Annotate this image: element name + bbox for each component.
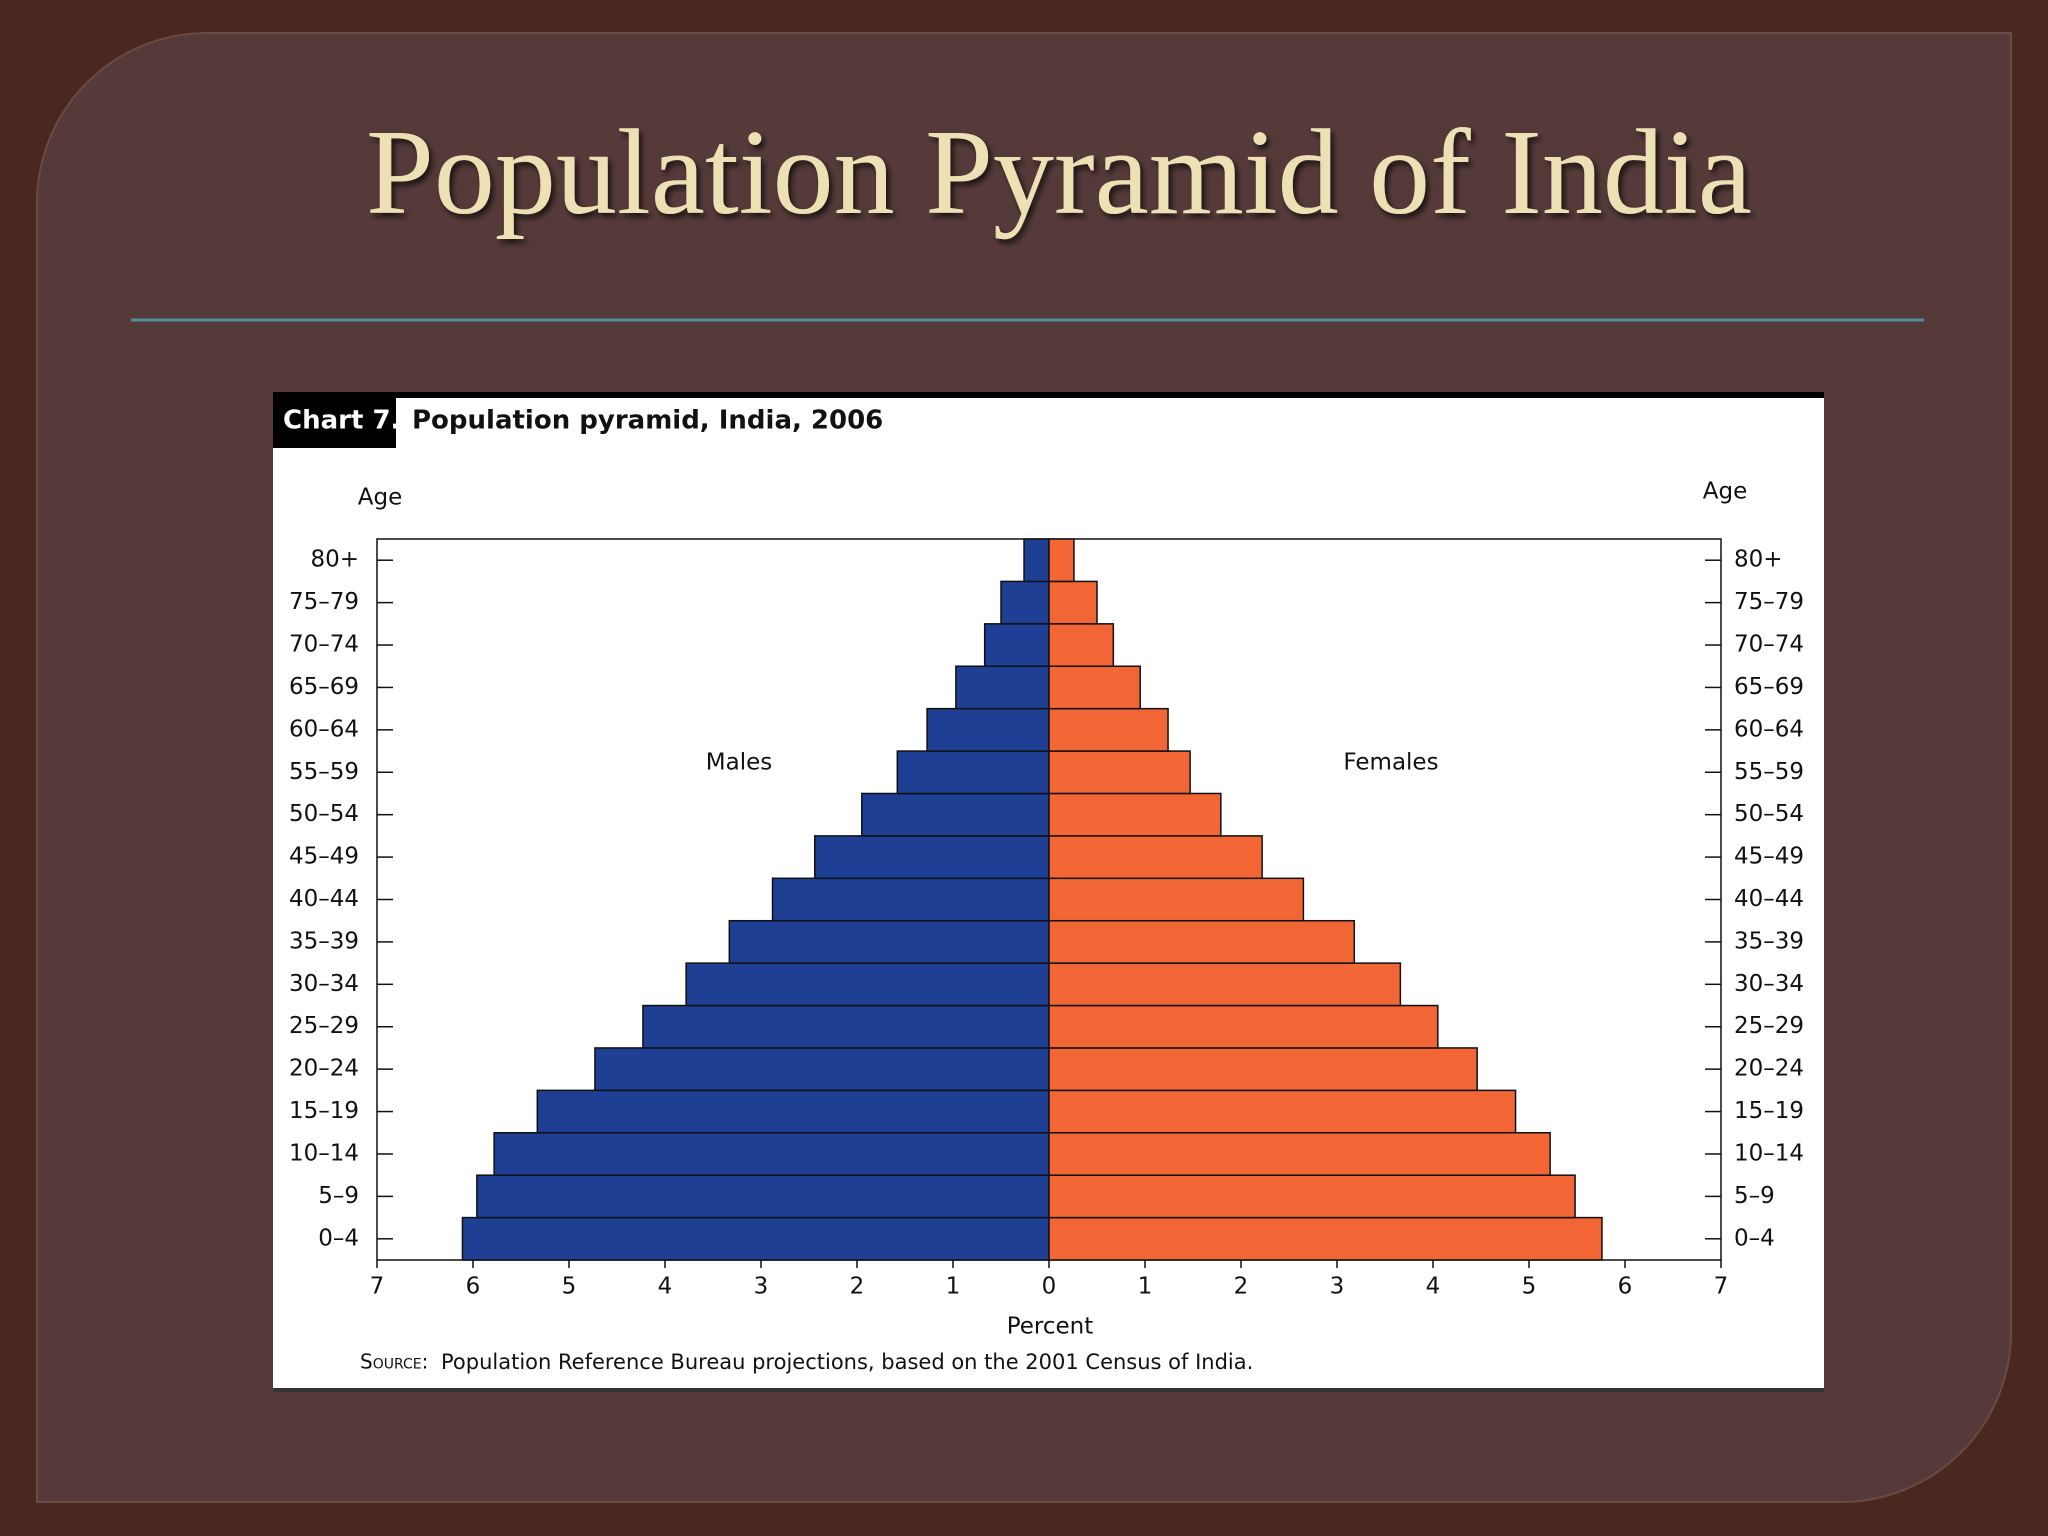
y-tick-label: 10–14 [1734, 1140, 1804, 1166]
y-tick-label: 30–34 [289, 971, 359, 997]
x-tick-label: 4 [658, 1274, 673, 1300]
x-tick-label: 1 [1138, 1274, 1153, 1300]
female-bar [1048, 962, 1402, 1007]
male-bar [476, 1174, 1050, 1219]
y-tick-label: 45–49 [1734, 844, 1804, 870]
y-tick-label: 0–4 [1734, 1225, 1775, 1251]
chart-title: Population pyramid, India, 2006 [412, 406, 883, 436]
female-bar [1048, 665, 1141, 710]
y-tick-label: 25–29 [1734, 1013, 1804, 1039]
male-bar [896, 750, 1050, 795]
series-label: Males [706, 750, 772, 776]
x-tick-label: 2 [850, 1274, 865, 1300]
female-bar [1048, 1174, 1576, 1219]
female-bar [1048, 580, 1098, 625]
y-tick-label: 35–39 [289, 928, 359, 954]
y-tick-label: 80+ [310, 547, 359, 573]
female-bar [1048, 538, 1075, 583]
male-bar [1000, 580, 1050, 625]
y-tick-label: 70–74 [289, 632, 359, 658]
y-tick-label: 70–74 [1734, 632, 1804, 658]
x-tick-label: 5 [1522, 1274, 1537, 1300]
female-bar [1048, 792, 1222, 837]
y-tick-label: 15–19 [1734, 1098, 1804, 1124]
female-bar [1048, 877, 1305, 922]
y-tick-label: 65–69 [1734, 674, 1804, 700]
x-tick-label: 2 [1234, 1274, 1249, 1300]
male-bar [983, 623, 1050, 667]
male-bar [685, 962, 1050, 1007]
y-tick-label: 75–79 [1734, 589, 1804, 615]
y-tick-label: 60–64 [1734, 716, 1804, 742]
male-bar [771, 877, 1050, 922]
x-tick-label: 6 [1618, 1274, 1633, 1300]
chart-label-box [273, 392, 396, 448]
male-bar [594, 1047, 1050, 1092]
female-bar [1048, 707, 1169, 752]
y-tick-label: 55–59 [289, 759, 359, 785]
y-tick-label: 50–54 [1734, 801, 1804, 827]
x-tick-label: 4 [1426, 1274, 1441, 1300]
y-tick-label: 5–9 [1734, 1183, 1775, 1209]
female-bar [1048, 1004, 1439, 1049]
male-bar [642, 1004, 1050, 1049]
y-tick-label: 65–69 [289, 674, 359, 700]
y-tick-label: 45–49 [289, 844, 359, 870]
x-tick-label: 3 [754, 1274, 769, 1300]
female-bar [1048, 919, 1356, 964]
y-tick-label: 5–9 [318, 1183, 359, 1209]
male-bar [536, 1089, 1050, 1134]
y-tick-label: 40–44 [1734, 886, 1804, 912]
x-tick-label: 3 [1330, 1274, 1345, 1300]
y-tick-label: 15–19 [289, 1098, 359, 1124]
female-bar [1048, 1089, 1517, 1134]
x-tick-label: 7 [370, 1274, 385, 1300]
x-tick-label: 7 [1714, 1274, 1729, 1300]
y-tick-label: 60–64 [289, 716, 359, 742]
x-tick-label: 1 [946, 1274, 961, 1300]
x-tick-label: 0 [1042, 1274, 1057, 1300]
female-bar [1048, 623, 1115, 667]
right-axis-label: Age [1703, 479, 1747, 505]
y-tick-label: 20–24 [1734, 1056, 1804, 1082]
female-bar [1048, 750, 1191, 795]
x-tick-label: 5 [562, 1274, 577, 1300]
y-tick-label: 40–44 [289, 886, 359, 912]
y-tick-label: 25–29 [289, 1013, 359, 1039]
male-bar [861, 792, 1050, 837]
chart-label: Chart 7. [283, 406, 400, 436]
x-tick-label: 6 [466, 1274, 481, 1300]
female-bar [1048, 1047, 1478, 1092]
female-bar [1048, 1132, 1551, 1176]
slide-title: Population Pyramid of India [366, 105, 1752, 240]
source-text: Population Reference Bureau projections,… [441, 1350, 1253, 1374]
y-tick-label: 30–34 [1734, 971, 1804, 997]
male-bar [493, 1132, 1050, 1176]
male-bar [461, 1216, 1050, 1261]
source-label: Source: [360, 1350, 428, 1374]
y-tick-label: 0–4 [318, 1225, 359, 1251]
female-bar [1048, 835, 1263, 880]
y-tick-label: 75–79 [289, 589, 359, 615]
x-axis-label: Percent [1007, 1314, 1094, 1340]
male-bar [955, 665, 1050, 710]
y-tick-label: 10–14 [289, 1140, 359, 1166]
y-tick-label: 80+ [1734, 547, 1783, 573]
chart-bottom-border [273, 1388, 1824, 1392]
male-bar [814, 835, 1050, 880]
y-tick-label: 50–54 [289, 801, 359, 827]
male-bar [926, 707, 1050, 752]
male-bar [728, 919, 1050, 964]
left-axis-label: Age [358, 485, 402, 511]
y-tick-label: 35–39 [1734, 928, 1804, 954]
chart-top-border [273, 392, 1824, 398]
y-tick-label: 55–59 [1734, 759, 1804, 785]
female-bar [1048, 1216, 1603, 1261]
series-label: Females [1343, 750, 1438, 776]
y-tick-label: 20–24 [289, 1056, 359, 1082]
male-bar [1023, 538, 1050, 583]
